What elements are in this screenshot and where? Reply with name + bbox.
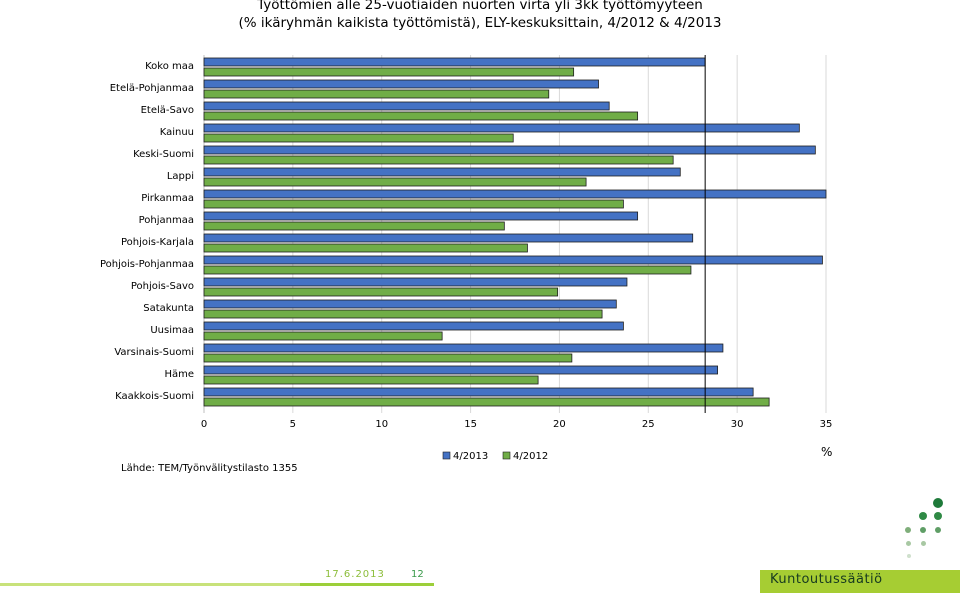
legend-swatch	[502, 451, 511, 460]
bar-2013	[203, 167, 681, 177]
category-label: Keski-Suomi	[133, 149, 194, 160]
bar-2013	[203, 145, 816, 155]
page-number: 12	[411, 569, 424, 580]
bar-2012	[203, 89, 550, 99]
x-tick-label: 30	[731, 419, 744, 430]
bar-2012	[203, 287, 559, 297]
bar-2012	[203, 111, 639, 121]
bar-2012	[203, 155, 674, 165]
category-label: Varsinais-Suomi	[114, 347, 194, 358]
legend-label: 4/2012	[513, 451, 548, 462]
x-tick-label: 0	[201, 419, 207, 430]
category-label: Etelä-Savo	[141, 105, 194, 116]
bar-2013	[203, 57, 706, 67]
bar-2012	[203, 265, 692, 275]
chart-title-line2: (% ikäryhmän kaikista työttömistä), ELY-…	[238, 15, 722, 31]
bar-2012	[203, 133, 514, 143]
unit-label: %	[821, 445, 833, 459]
chart-title-line1: Työttömien alle 25-vuotiaiden nuorten vi…	[257, 0, 703, 13]
bar-2013	[203, 79, 599, 89]
x-tick-label: 15	[464, 419, 477, 430]
category-label: Kaakkois-Suomi	[115, 391, 194, 402]
category-labels: Koko maa Etelä-Pohjanmaa Etelä-Savo Kainuu K…	[100, 61, 194, 402]
bar-2013	[203, 255, 823, 265]
legend-swatch	[442, 451, 451, 460]
bar-2012	[203, 397, 770, 407]
bar-2013	[203, 387, 754, 397]
legend-label: 4/2013	[453, 451, 488, 462]
category-label: Pirkanmaa	[141, 193, 194, 204]
x-tick-label: 35	[820, 419, 833, 430]
x-tick-label: 20	[553, 419, 566, 430]
bar-2013	[203, 233, 694, 243]
category-label: Satakunta	[143, 303, 194, 314]
bar-2012	[203, 375, 539, 385]
x-tick-label: 5	[290, 419, 296, 430]
bar-2012	[203, 221, 505, 231]
bar-2013	[203, 365, 718, 375]
x-tick-labels: 0 5 10 15 20 25 30 35	[201, 419, 833, 430]
category-label: Lappi	[167, 171, 194, 182]
bar-2012	[203, 309, 603, 319]
footer-date: 17.6.2013	[325, 569, 385, 580]
category-label: Uusimaa	[150, 325, 194, 336]
bar-2013	[203, 343, 724, 353]
bar-chart: Koko maa Etelä-Pohjanmaa Etelä-Savo Kainuu K…	[100, 55, 833, 462]
bar-2013	[203, 101, 610, 111]
x-tick-label: 10	[375, 419, 388, 430]
category-label: Etelä-Pohjanmaa	[110, 83, 194, 94]
category-label: Pohjois-Karjala	[121, 237, 194, 248]
bar-2013	[203, 123, 800, 133]
bar-2012	[203, 177, 587, 187]
x-tick-label: 25	[642, 419, 655, 430]
bar-2012	[203, 331, 443, 341]
bar-2013	[203, 277, 628, 287]
bar-2012	[203, 353, 573, 363]
brand-bar	[760, 570, 960, 593]
category-label: Pohjanmaa	[139, 215, 194, 226]
bar-2013	[203, 299, 617, 309]
bar-2013	[203, 321, 624, 331]
bar-2013	[203, 211, 639, 221]
category-label: Pohjois-Savo	[131, 281, 194, 292]
bar-2012	[203, 243, 528, 253]
legend: 4/2013 4/2012	[442, 451, 548, 462]
bar-2013	[203, 189, 827, 199]
brand-name: Kuntoutussäätiö	[770, 572, 883, 587]
category-label: Häme	[164, 369, 194, 380]
bar-2012	[203, 199, 624, 209]
category-label: Kainuu	[160, 127, 194, 138]
source-note: Lähde: TEM/Työnvälitystilasto 1355	[121, 463, 298, 474]
footer-line-light	[0, 583, 300, 586]
category-label: Koko maa	[145, 61, 194, 72]
bar-2012	[203, 67, 575, 77]
category-label: Pohjois-Pohjanmaa	[100, 259, 194, 270]
bars	[203, 57, 827, 407]
